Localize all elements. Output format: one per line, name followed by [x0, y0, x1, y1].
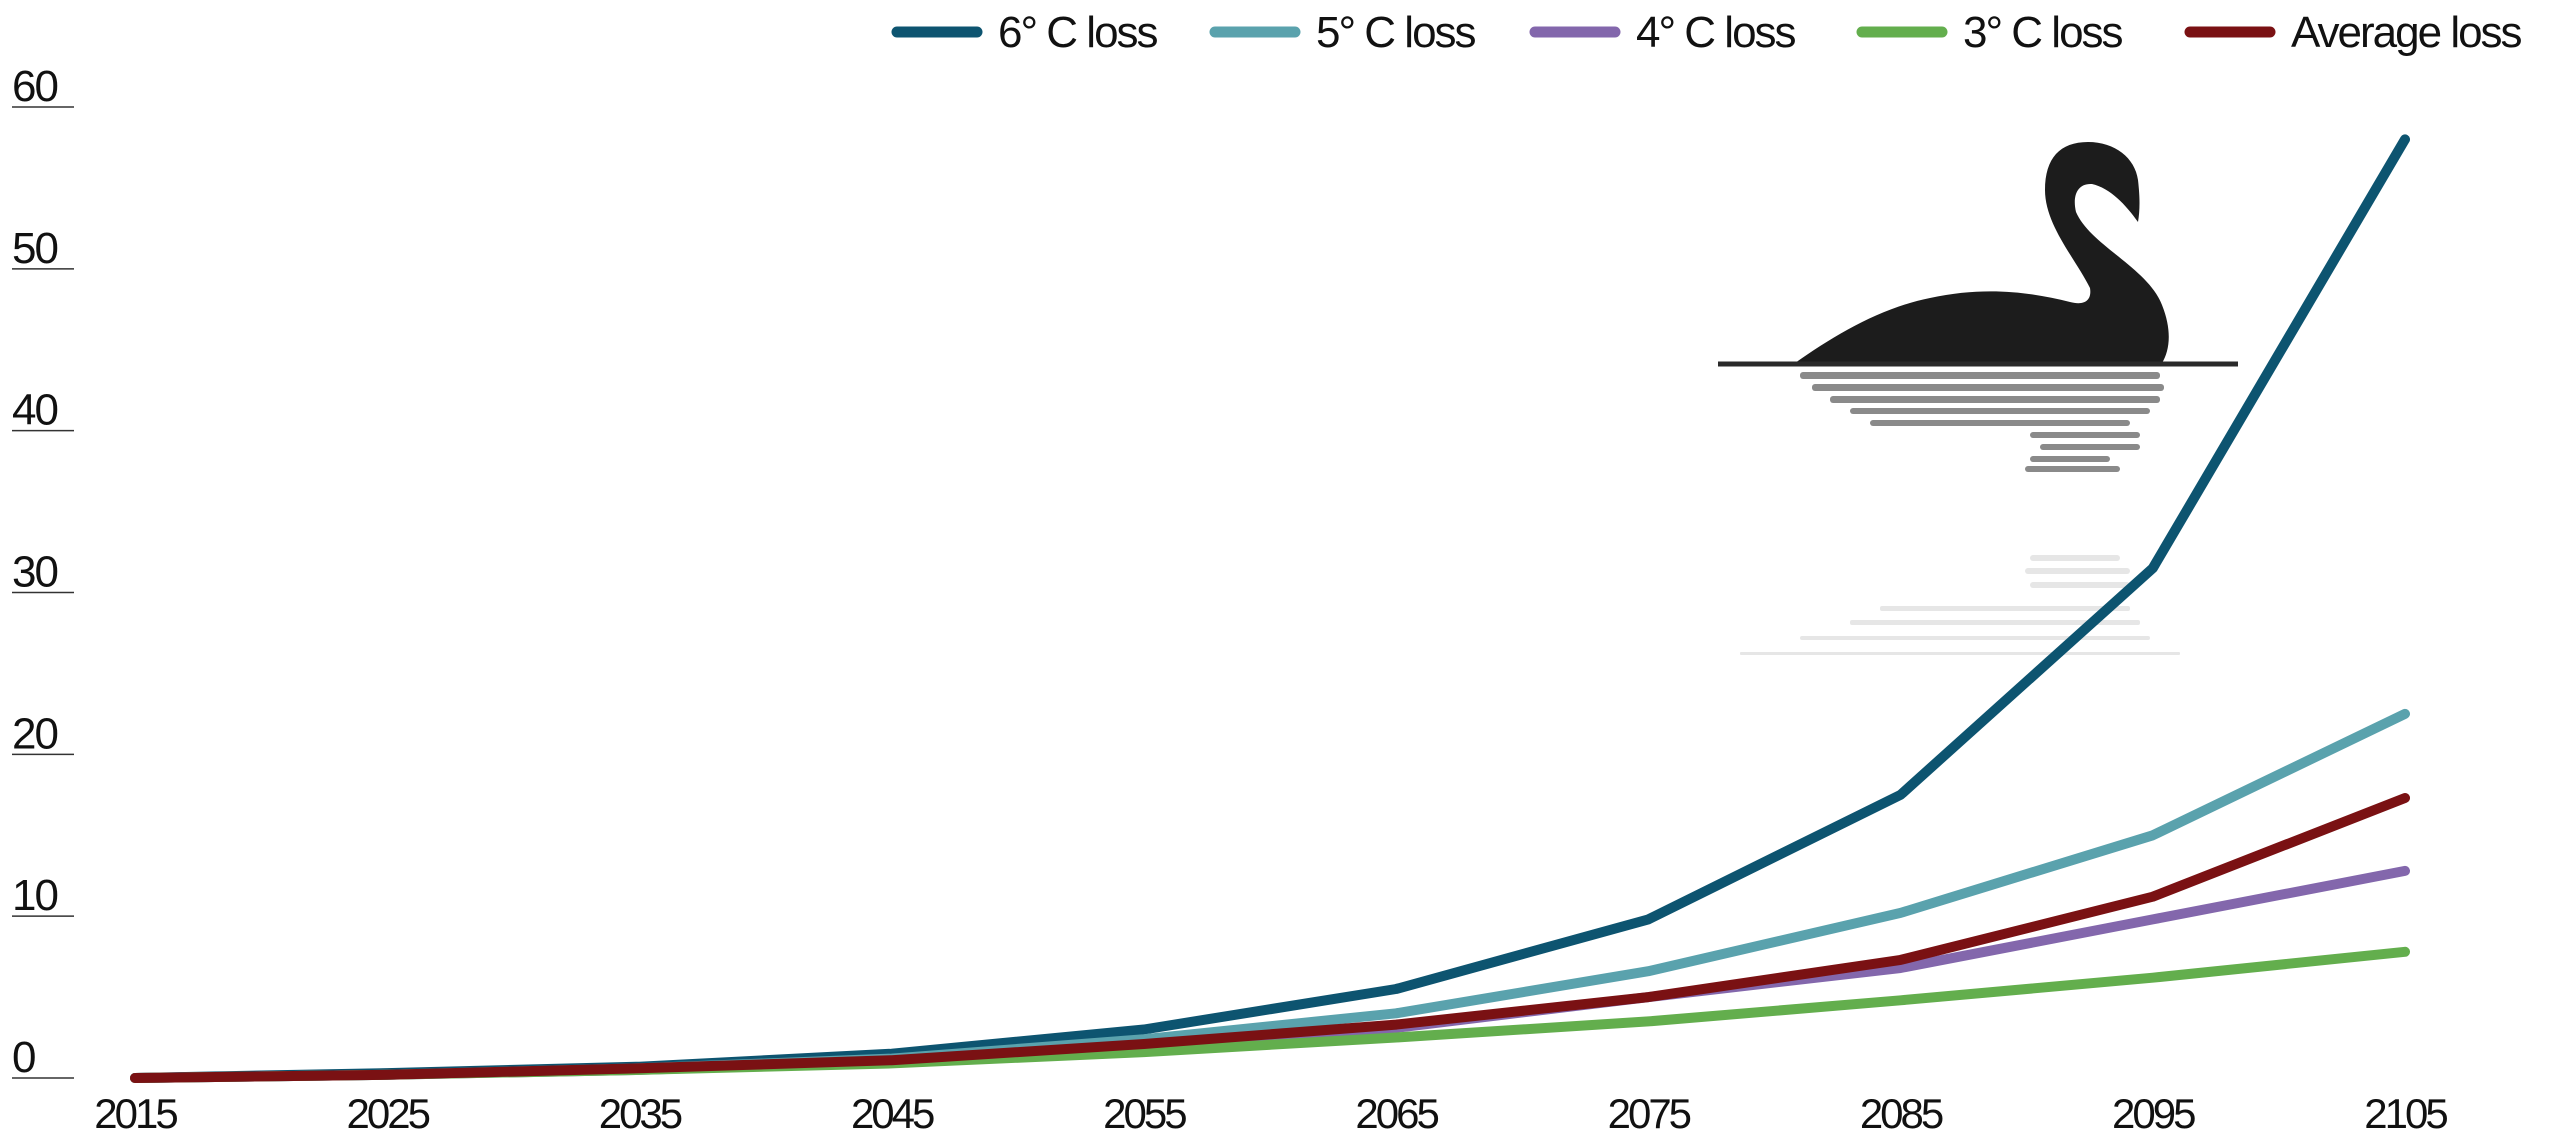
x-axis: 2015 2025 2035 2045 2055 2065 2075 2085 2095 2105 [94, 1090, 2450, 1137]
y-tick-label: 40 [12, 386, 57, 435]
y-tick-label: 50 [12, 224, 57, 273]
legend-label: 3° C loss [1963, 8, 2123, 57]
swan-faint-reflection [1740, 555, 2180, 655]
y-axis: 0 10 20 30 40 50 60 [12, 62, 74, 1082]
swan-body [1795, 142, 2169, 363]
x-tick-label: 2045 [851, 1090, 934, 1135]
x-tick-label: 2035 [599, 1090, 682, 1135]
y-tick-label: 30 [12, 548, 57, 597]
x-tick-label: 2075 [1608, 1090, 1691, 1135]
y-tick-label: 0 [12, 1033, 35, 1082]
legend: 6° C loss 5° C loss 4° C loss 3° C loss Aver… [891, 8, 2524, 57]
x-tick-label: 2055 [1103, 1090, 1186, 1135]
legend-label: 6° C loss [998, 8, 1158, 57]
y-tick-label: 20 [12, 709, 57, 758]
legend-label: 4° C loss [1636, 8, 1796, 57]
series-line-1 [130, 708, 2410, 1083]
x-tick-label: 2065 [1355, 1090, 1438, 1135]
x-tick-label: 2095 [2112, 1090, 2195, 1135]
series-line-3 [130, 946, 2410, 1083]
legend-label: 5° C loss [1316, 8, 1476, 57]
legend-label: Average loss [2291, 8, 2522, 57]
swan-reflection [1800, 372, 2164, 472]
x-tick-label: 2085 [1860, 1090, 1943, 1135]
series-lines [130, 134, 2410, 1083]
series-line-4 [130, 793, 2410, 1083]
y-tick-label: 60 [12, 62, 57, 111]
x-tick-label: 2015 [94, 1090, 177, 1135]
x-tick-label: 2105 [2364, 1090, 2447, 1135]
y-tick-label: 10 [12, 871, 57, 920]
black-swan-logo [1718, 142, 2238, 655]
x-tick-label: 2025 [347, 1090, 430, 1135]
